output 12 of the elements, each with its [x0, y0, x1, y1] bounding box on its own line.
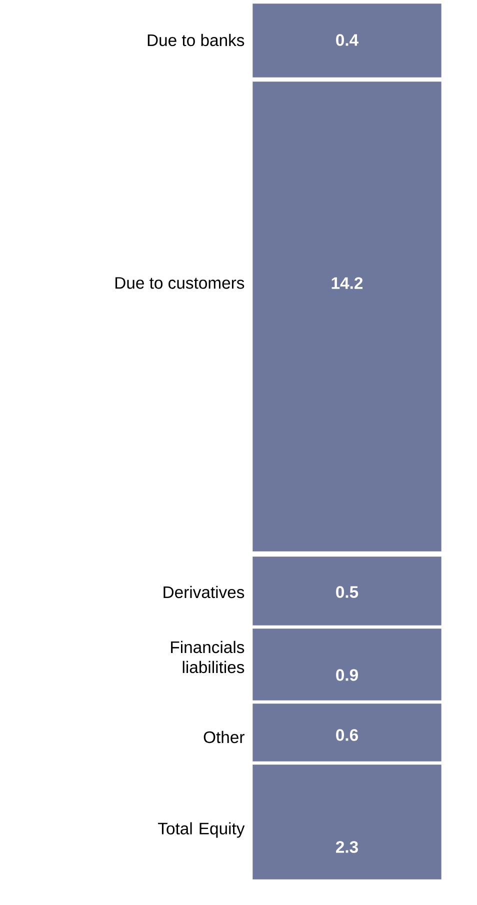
category-label: Financials liabilities: [171, 640, 244, 674]
category-label: Due to customers: [115, 277, 244, 289]
category-label: Due to banks: [148, 34, 244, 46]
data-label: 0.4: [336, 34, 358, 46]
data-label: 2.3: [336, 841, 358, 853]
category-label: Derivatives: [164, 586, 244, 598]
data-label: 0.5: [336, 586, 358, 598]
data-label: 14.2: [332, 277, 363, 289]
data-label: 0.6: [336, 729, 358, 741]
category-label: Total Equity: [158, 822, 245, 838]
data-label: 0.9: [336, 669, 358, 681]
category-label: Other: [204, 730, 244, 744]
